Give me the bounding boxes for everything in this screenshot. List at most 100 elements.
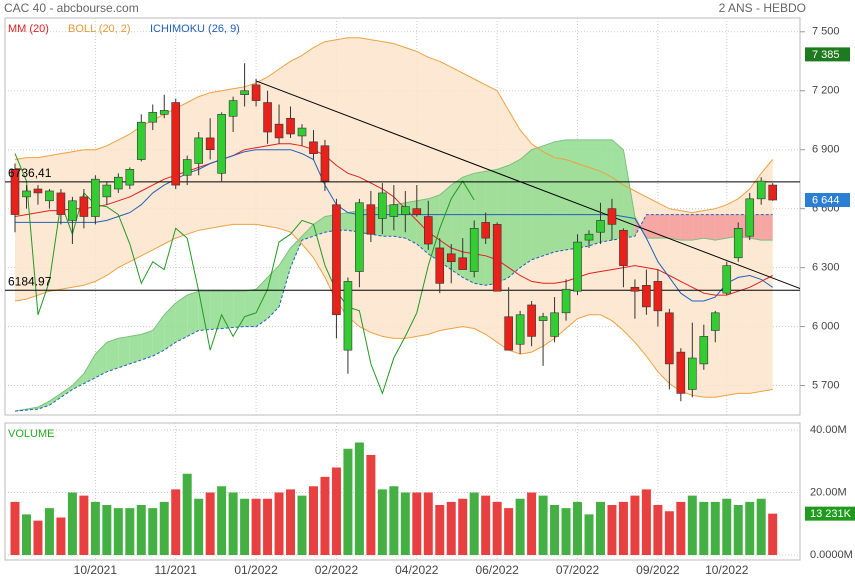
volume-bar: [113, 508, 123, 555]
volume-bar: [21, 514, 31, 555]
x-tick-label: 09/2022: [636, 563, 680, 577]
candle-body: [710, 312, 720, 331]
y-tick-label: 6 900: [812, 144, 840, 156]
candle-body: [688, 357, 697, 390]
x-tick-label: 06/2022: [475, 563, 519, 577]
cloud-segment: [302, 224, 314, 241]
y-tick-label: 6 000: [812, 320, 840, 332]
candle-body: [366, 204, 376, 235]
candle-body: [423, 216, 433, 245]
volume-bar: [722, 498, 732, 555]
volume-bar: [274, 492, 284, 555]
candle-body: [607, 208, 617, 225]
volume-bar: [756, 498, 766, 555]
volume-bar: [733, 505, 743, 555]
y-tick-label: 0.0000M: [810, 549, 853, 561]
cloud-segment: [118, 336, 130, 368]
candle-body: [469, 228, 479, 272]
price-label: 6 644: [812, 194, 840, 206]
candle-body: [148, 112, 158, 123]
candle-body: [573, 241, 582, 292]
volume-bar: [377, 489, 387, 555]
candle-body: [355, 202, 364, 272]
y-tick-label: 6 300: [812, 262, 840, 274]
candle-body: [768, 184, 777, 201]
cloud-segment: [554, 139, 567, 252]
candle-body: [378, 192, 387, 219]
cloud-segment: [451, 177, 463, 278]
candle-body: [10, 169, 20, 215]
volume-bar: [343, 448, 353, 555]
cloud-segment: [543, 141, 555, 256]
volume-bar: [664, 511, 674, 555]
cloud-segment: [198, 291, 211, 331]
volume-bar: [331, 467, 341, 555]
x-tick-label: 04/2022: [395, 563, 439, 577]
y-tick-label: 7 500: [812, 26, 840, 38]
candle-body: [309, 141, 318, 154]
candle-body: [630, 286, 640, 292]
y-tick-label: 7 200: [812, 85, 840, 97]
candle-body: [68, 200, 77, 221]
volume-bar: [240, 498, 250, 555]
candle-body: [642, 284, 651, 308]
cloud-segment: [49, 393, 61, 406]
h-line-label: 6184.97: [8, 274, 52, 288]
volume-bar: [527, 492, 537, 555]
volume-bar: [79, 495, 89, 555]
candle-body: [297, 127, 307, 137]
candle-body: [515, 314, 525, 345]
volume-bar: [10, 501, 20, 555]
candle-body: [481, 222, 490, 239]
candle-body: [240, 90, 249, 95]
x-tick-label: 07/2022: [556, 563, 600, 577]
cloud-segment: [244, 289, 257, 327]
candle-body: [492, 224, 502, 292]
volume-bar: [67, 492, 77, 555]
y-tick-label: 20.00M: [810, 486, 847, 498]
candle-body: [745, 198, 755, 237]
candle-body: [733, 228, 743, 259]
candle-body: [217, 114, 226, 174]
volume-bar: [423, 492, 433, 555]
cloud-segment: [611, 139, 624, 241]
candle-body: [79, 196, 89, 217]
volume-bar: [699, 501, 709, 555]
volume-bar: [194, 498, 204, 555]
volume-bar: [469, 492, 479, 555]
candle-body: [550, 312, 559, 337]
volume-bar: [205, 492, 215, 555]
volume-bar: [710, 501, 720, 555]
cloud-segment: [428, 194, 440, 262]
volume-label: 13 231K: [810, 508, 852, 520]
candle-body: [205, 137, 215, 151]
candle-body: [435, 247, 445, 284]
h-line-label: 6736,41: [8, 166, 52, 180]
candle-body: [286, 117, 295, 135]
candle-body: [228, 100, 238, 117]
candle-body: [332, 204, 341, 316]
cloud-segment: [715, 214, 727, 241]
cloud-segment: [164, 302, 176, 351]
volume-bar: [286, 489, 296, 555]
candle-body: [504, 316, 513, 351]
candle-body: [584, 233, 594, 241]
candle-body: [91, 178, 100, 217]
cloud-segment: [221, 291, 234, 329]
volume-bar: [584, 514, 594, 555]
volume-bar: [641, 489, 651, 555]
y-tick-label: 5 700: [812, 379, 840, 391]
candle-body: [699, 336, 709, 365]
cloud-segment: [623, 149, 635, 239]
volume-bar: [148, 508, 158, 555]
cloud-segment: [129, 334, 142, 364]
cloud-segment: [72, 373, 84, 390]
volume-bar: [618, 501, 628, 555]
cloud-segment: [152, 314, 165, 357]
cloud-segment: [233, 291, 245, 328]
price-label: 7 385: [812, 49, 840, 61]
volume-bar: [171, 489, 181, 555]
boll-lower: [14, 223, 773, 398]
cloud-segment: [577, 139, 589, 248]
